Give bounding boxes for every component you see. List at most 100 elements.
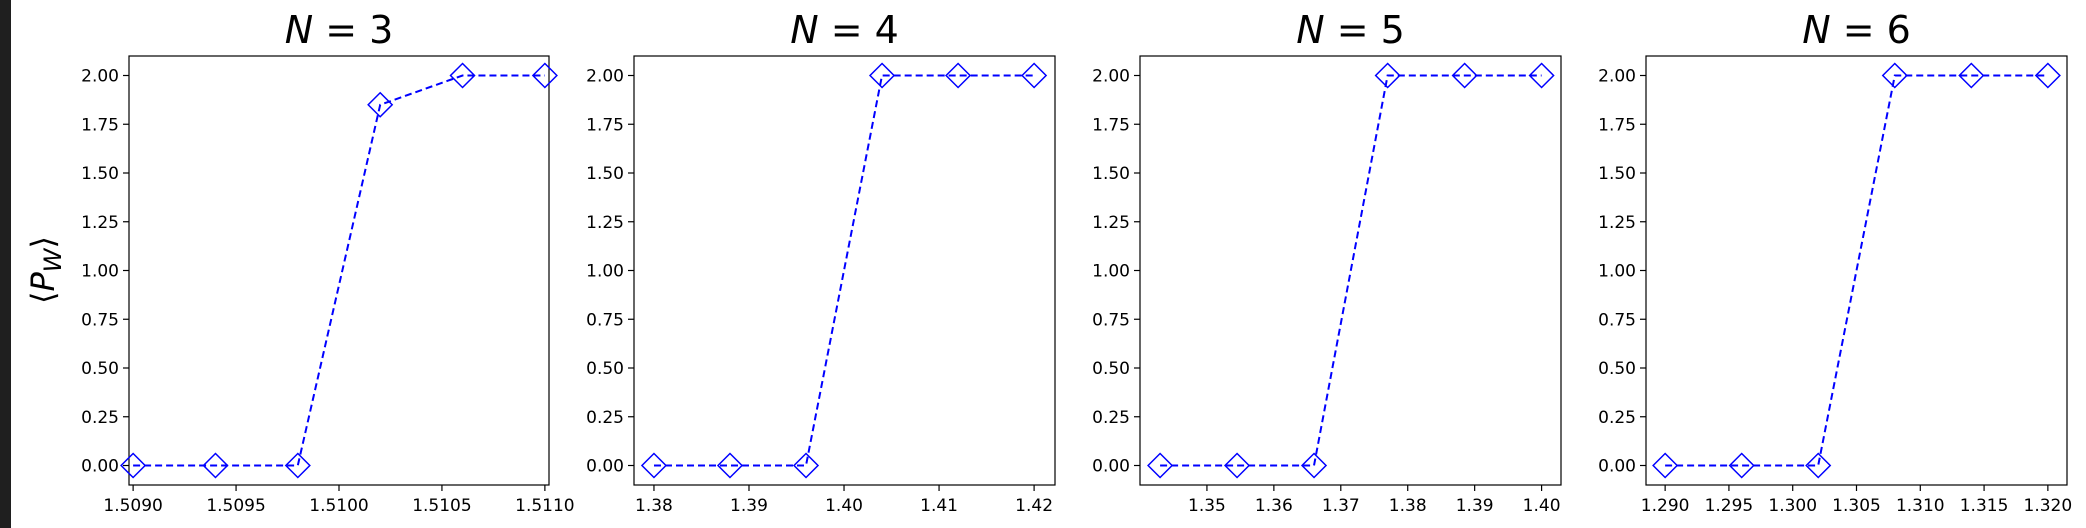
series-line: [1160, 74, 1542, 467]
chart-panel-3: N = 5 0.00 0.25 0.50 0.75 1.00 1.25 1.50 1.75 2.0…: [1092, 8, 1562, 516]
y-tick-label: 1.25: [1092, 213, 1130, 233]
x-tick-label: 1.5110: [515, 496, 574, 516]
y-tick-label: 0.25: [1092, 408, 1130, 428]
x-tick-label: 1.5105: [412, 496, 471, 516]
y-tick-label: 2.00: [1598, 67, 1636, 87]
data-point-marker: [1652, 452, 1679, 479]
data-point-marker: [120, 452, 147, 479]
x-tick-label: 1.40: [825, 496, 863, 516]
y-tick-label: 2.00: [586, 67, 624, 87]
plot-frame: [633, 55, 1056, 486]
data-point-marker: [1805, 452, 1832, 479]
chart-title: N = 6: [1802, 8, 1911, 52]
x-tick-label: 1.290: [1641, 496, 1690, 516]
y-tick-label: 0.25: [81, 408, 119, 428]
y-tick-label: 2.00: [81, 67, 119, 87]
data-point-marker: [792, 452, 820, 479]
chart-title-symbol: N: [285, 8, 313, 52]
y-tick-label: 0.50: [1092, 359, 1130, 379]
y-axis-label-subscript: W: [39, 247, 67, 272]
y-tick-label: 0.00: [81, 457, 119, 477]
chart-title-symbol: N: [1296, 8, 1324, 52]
y-tick-label: 0.50: [81, 359, 119, 379]
chart-title: N = 4: [790, 8, 899, 52]
series-line: [1665, 74, 2048, 467]
y-tick-label: 1.75: [1092, 115, 1130, 135]
x-tick-label: 1.5095: [206, 496, 265, 516]
data-point-marker: [1300, 452, 1328, 479]
y-tick-label: 0.00: [1092, 457, 1130, 477]
x-tick-label: 1.36: [1255, 496, 1293, 516]
y-tick-label: 0.75: [586, 310, 624, 330]
x-tick-label: 1.300: [1768, 496, 1817, 516]
x-tick-label: 1.305: [1832, 496, 1881, 516]
data-point-marker: [1021, 62, 1048, 89]
plot-frame: [1645, 55, 2068, 486]
series-line: [133, 74, 545, 467]
x-tick-label: 1.38: [1389, 496, 1427, 516]
y-tick-label: 2.00: [1092, 67, 1130, 87]
data-point-marker: [1451, 62, 1478, 89]
data-point-marker: [1374, 62, 1401, 89]
data-point-marker: [202, 452, 229, 479]
y-axis-label-open: ⟨: [24, 292, 62, 304]
x-tick-label: 1.37: [1322, 496, 1360, 516]
data-point-marker: [367, 91, 394, 118]
y-tick-label: 1.50: [1598, 164, 1636, 184]
y-tick-label: 1.50: [586, 164, 624, 184]
chart-panel-4: N = 6 0.00 0.25 0.50 0.75 1.00 1.25 1.50 1.75 2.0…: [1598, 8, 2072, 516]
data-point-marker: [945, 62, 972, 89]
data-point-marker: [531, 62, 558, 89]
data-point-marker: [716, 452, 744, 479]
y-tick-label: 0.25: [586, 408, 624, 428]
chart-title: N = 5: [1296, 8, 1405, 52]
chart-panel-2: N = 4 0.00 0.25 0.50 0.75 1.00 1.25 1.50 1.75 2.0…: [586, 8, 1056, 516]
chart-title: N = 3: [285, 8, 394, 52]
y-tick-label: 0.50: [586, 359, 624, 379]
y-tick-label: 0.25: [1598, 408, 1636, 428]
x-tick-label: 1.5090: [103, 496, 162, 516]
x-tick-label: 1.320: [2024, 496, 2073, 516]
chart-title-value: = 4: [819, 8, 899, 52]
y-tick-label: 0.50: [1598, 359, 1636, 379]
x-tick-label: 1.38: [635, 496, 673, 516]
x-tick-label: 1.315: [1960, 496, 2009, 516]
y-tick-label: 0.75: [81, 310, 119, 330]
chart-title-value: = 3: [313, 8, 393, 52]
y-tick-label: 1.00: [1598, 262, 1636, 282]
chart-title-symbol: N: [1802, 8, 1830, 52]
y-axis-label-close: ⟩: [24, 236, 62, 248]
data-point-marker: [640, 452, 668, 479]
data-point-marker: [284, 452, 311, 479]
y-tick-label: 1.75: [586, 115, 624, 135]
x-tick-label: 1.42: [1015, 496, 1053, 516]
x-tick-label: 1.39: [730, 496, 768, 516]
window-edge: [0, 0, 11, 528]
y-tick-label: 1.00: [81, 262, 119, 282]
data-point-marker: [1958, 62, 1985, 89]
y-tick-label: 1.00: [586, 262, 624, 282]
y-tick-label: 1.25: [1598, 213, 1636, 233]
y-tick-label: 1.25: [81, 213, 119, 233]
data-point-marker: [449, 62, 476, 89]
y-tick-label: 0.75: [1092, 310, 1130, 330]
x-tick-label: 1.40: [1523, 496, 1561, 516]
y-tick-label: 1.00: [1092, 262, 1130, 282]
chart-title-symbol: N: [790, 8, 818, 52]
chart-title-value: = 6: [1831, 8, 1911, 52]
x-tick-label: 1.310: [1896, 496, 1945, 516]
y-tick-label: 0.00: [1598, 457, 1636, 477]
data-point-marker: [1528, 62, 1555, 89]
data-point-marker: [1728, 452, 1755, 479]
y-tick-label: 0.75: [1598, 310, 1636, 330]
data-point-marker: [1223, 452, 1251, 479]
y-tick-label: 1.50: [1092, 164, 1130, 184]
y-tick-label: 1.75: [81, 115, 119, 135]
chart-title-value: = 5: [1325, 8, 1405, 52]
x-tick-label: 1.39: [1456, 496, 1494, 516]
y-tick-label: 1.75: [1598, 115, 1636, 135]
x-tick-label: 1.295: [1705, 496, 1754, 516]
x-tick-label: 1.41: [920, 496, 958, 516]
y-tick-label: 1.50: [81, 164, 119, 184]
